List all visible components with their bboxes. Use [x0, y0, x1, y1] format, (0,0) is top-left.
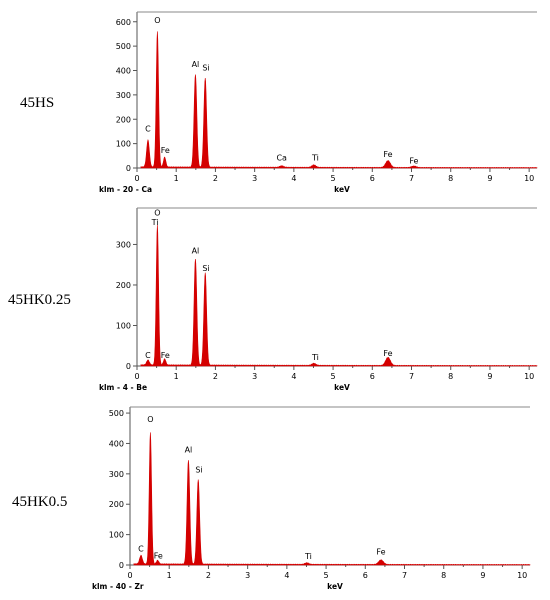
spectrum-series	[140, 224, 538, 367]
x-tick-label: 7	[409, 174, 414, 183]
peak-label: Si	[195, 465, 202, 474]
peak-label: C	[138, 544, 144, 553]
y-tick-label: 200	[116, 115, 131, 124]
spectrum-panel-1: 0 100 200 300 400 500 600 0 1 2 3 4 5 6 7 8 9 10 C O Fe Al Si C…	[99, 11, 538, 194]
spectrum-footer-label: klm - 4 - Be	[99, 383, 147, 392]
panel-label-45hs: 45HS	[20, 95, 55, 111]
peak-label: Fe	[409, 157, 418, 166]
x-tick-label: 10	[524, 372, 534, 381]
peak-label: Si	[202, 264, 209, 273]
spectrum-panel-3: 0 100 200 300 400 500 0 1 2 3 4 5 6 7 8 9 10 C O Fe Al Si Ti Fe…	[92, 406, 531, 591]
x-axis-label: keV	[334, 185, 350, 194]
peak-label: Ca	[276, 154, 287, 163]
peak-label: C	[145, 351, 151, 360]
x-tick-label: 7	[409, 372, 414, 381]
peak-label: Fe	[383, 349, 392, 358]
peak-label: Al	[192, 60, 200, 69]
x-tick-label: 2	[213, 372, 218, 381]
y-tick-label: 0	[126, 164, 131, 173]
x-tick-label: 3	[245, 571, 250, 580]
x-tick-label: 1	[174, 372, 179, 381]
x-tick-label: 4	[291, 174, 296, 183]
peak-label: Ti	[311, 353, 319, 362]
x-tick-label: 7	[402, 571, 407, 580]
x-tick-label: 5	[331, 174, 336, 183]
y-tick-label: 400	[109, 439, 124, 448]
x-tick-label: 4	[284, 571, 289, 580]
x-tick-label: 10	[524, 174, 534, 183]
x-tick-label: 6	[370, 372, 375, 381]
x-tick-label: 4	[291, 372, 296, 381]
x-tick-label: 8	[448, 174, 453, 183]
x-tick-label: 9	[487, 174, 492, 183]
peak-label: Al	[185, 446, 193, 455]
x-tick-label: 6	[363, 571, 368, 580]
x-tick-label: 5	[331, 372, 336, 381]
x-axis-label: keV	[327, 582, 343, 591]
x-axis-label: keV	[334, 383, 350, 392]
peak-label: O	[154, 16, 160, 25]
y-tick-label: 0	[126, 362, 131, 371]
peak-label: Fe	[376, 547, 385, 556]
spectrum-series	[133, 432, 531, 566]
x-tick-label: 3	[252, 174, 257, 183]
y-tick-label: 400	[116, 67, 131, 76]
y-tick-label: 200	[116, 281, 131, 290]
peak-label: C	[145, 124, 151, 133]
y-tick-label: 200	[109, 500, 124, 509]
spectrum-footer-label: klm - 20 - Ca	[99, 185, 152, 194]
x-tick-label: 1	[167, 571, 172, 580]
peak-label: O	[154, 208, 160, 217]
peak-label: Ti	[151, 218, 159, 227]
spectrum-footer-label: klm - 40 - Zr	[92, 582, 144, 591]
x-tick-label: 6	[370, 174, 375, 183]
panel-label-45hk025: 45HK0.25	[8, 292, 71, 308]
x-tick-label: 0	[134, 372, 139, 381]
y-tick-label: 100	[116, 321, 131, 330]
x-tick-label: 8	[441, 571, 446, 580]
x-tick-label: 9	[480, 571, 485, 580]
y-tick-label: 100	[116, 140, 131, 149]
peak-label: Fe	[154, 551, 163, 560]
peak-label: O	[147, 415, 153, 424]
peak-label: Fe	[161, 351, 170, 360]
y-tick-label: 300	[109, 470, 124, 479]
x-tick-label: 0	[134, 174, 139, 183]
peak-label: Ti	[311, 154, 319, 163]
x-tick-label: 10	[517, 571, 527, 580]
y-tick-label: 300	[116, 240, 131, 249]
peak-label: Al	[192, 246, 200, 255]
x-tick-label: 9	[487, 372, 492, 381]
peak-label: Fe	[161, 146, 170, 155]
x-tick-label: 3	[252, 372, 257, 381]
y-tick-label: 300	[116, 91, 131, 100]
y-tick-label: 500	[109, 409, 124, 418]
x-tick-label: 5	[324, 571, 329, 580]
peak-label: Fe	[383, 150, 392, 159]
panel-label-45hk05: 45HK0.5	[12, 494, 68, 510]
y-tick-label: 100	[109, 531, 124, 540]
y-tick-label: 500	[116, 42, 131, 51]
x-tick-label: 2	[213, 174, 218, 183]
spectrum-series	[140, 31, 538, 169]
y-tick-label: 0	[119, 561, 124, 570]
x-tick-label: 2	[206, 571, 211, 580]
x-tick-label: 1	[174, 174, 179, 183]
peak-label: Si	[202, 64, 209, 73]
x-tick-label: 0	[127, 571, 132, 580]
y-tick-label: 600	[116, 18, 131, 27]
peak-label: Ti	[304, 552, 312, 561]
x-tick-label: 8	[448, 372, 453, 381]
